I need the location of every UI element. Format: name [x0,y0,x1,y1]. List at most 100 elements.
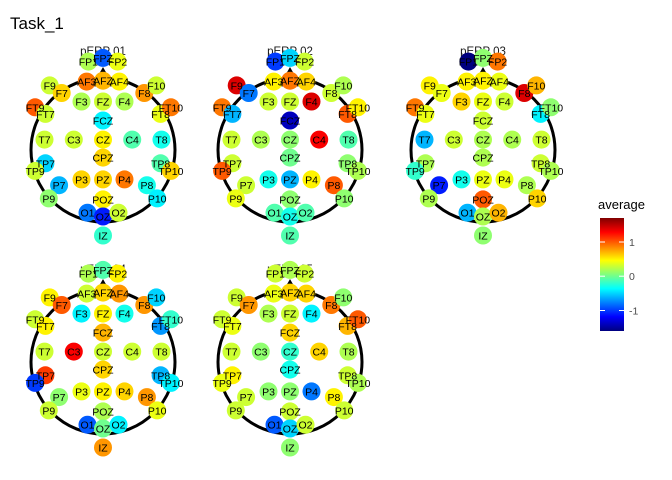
electrode-f10 [147,288,166,307]
electrode-label-f8: F8 [138,300,150,312]
electrode-label-f3: F3 [75,309,87,321]
electrode-label-poz: POZ [92,406,114,418]
electrode-pz [281,170,299,189]
electrode-ft10 [541,98,560,117]
electrode-c3 [251,342,270,361]
electrode-t8 [339,130,358,149]
electrode-label-af4: AF4 [490,77,509,89]
electrode-label-o1: O1 [267,420,281,432]
electrode-label-f10: F10 [334,292,352,304]
electrode-tp10 [348,161,367,180]
electrode-p7 [50,176,69,195]
electrode-label-f10: F10 [527,80,545,92]
electrode-label-o1: O1 [80,208,94,220]
electrode-label-ft9: FT9 [26,102,45,114]
electrode-label-ft7: FT7 [36,109,55,121]
electrode-f7 [432,84,451,102]
electrode-afz [474,71,492,90]
electrode-afz [281,283,299,302]
electrode-label-p9: P9 [422,193,435,205]
electrode-f3 [259,304,278,323]
electrode-label-t8: T8 [535,135,547,147]
electrode-label-ft9: FT9 [213,314,232,326]
electrode-label-p10: P10 [148,193,167,205]
electrode-t7 [222,130,241,149]
electrode-label-ft8: FT8 [151,109,170,121]
electrode-label-f3: F3 [262,309,274,321]
electrode-label-p7: P7 [53,180,66,192]
electrode-label-o2: O2 [298,208,312,220]
electrode-f4 [495,92,514,111]
electrode-p8 [137,176,156,195]
electrode-fp1 [266,264,285,283]
electrode-label-o2: O2 [111,208,125,220]
electrode-f3 [72,304,91,323]
electrode-label-poz: POZ [472,194,494,206]
electrode-af3 [457,72,476,91]
electrode-af4 [110,284,129,303]
electrode-label-f9: F9 [44,80,56,92]
electrode-af3 [264,72,283,91]
electrode-label-o1: O1 [267,208,281,220]
electrode-p4 [115,382,134,401]
electrode-label-t8: T8 [155,347,167,359]
electrode-label-tp10: TP10 [345,166,370,178]
electrode-fcz [94,111,112,130]
electrode-label-pz: PZ [96,174,110,186]
electrode-label-c3: C3 [254,347,268,359]
electrode-label-f7: F7 [56,88,68,100]
electrode-fpz [474,48,492,67]
electrode-f4 [115,92,134,111]
electrode-label-p7: P7 [53,392,66,404]
electrode-pz [281,382,299,401]
electrode-p7 [430,176,449,195]
electrode-label-cz: CZ [283,347,298,359]
electrode-oz [94,419,112,438]
electrode-label-fpz: FPZ [93,265,113,277]
electrode-label-f8: F8 [518,88,530,100]
electrode-ft10 [348,310,367,329]
electrode-label-afz: AFZ [93,76,113,88]
electrode-label-ft7: FT7 [36,321,55,333]
electrode-label-fz: FZ [97,97,110,109]
electrode-f7 [52,296,71,314]
electrode-p8 [137,388,156,407]
electrode-fz [94,92,112,111]
electrode-label-af3: AF3 [264,77,283,89]
electrode-label-t8: T8 [155,135,167,147]
electrode-label-fcz: FCZ [280,116,301,128]
electrode-c4 [503,130,522,149]
electrode-af3 [77,284,96,303]
electrode-fcz [281,111,299,130]
electrode-label-o1: O1 [80,420,94,432]
electrode-ft10 [161,98,180,117]
electrode-label-o2: O2 [491,208,505,220]
electrode-poz [94,190,112,209]
electrode-label-f4: F4 [305,97,317,109]
electrode-label-iz: IZ [98,231,108,243]
electrode-label-fp1: FP1 [459,57,478,69]
electrode-p9 [39,401,58,420]
electrode-label-afz: AFZ [473,76,493,88]
electrode-cpz [94,360,112,379]
electrode-label-f7: F7 [436,88,448,100]
electrode-oz [281,419,299,438]
electrode-oz [94,207,112,226]
electrode-fcz [94,323,112,342]
electrode-label-t8: T8 [342,135,354,147]
electrode-t8 [532,130,551,149]
electrode-label-af3: AF3 [77,289,96,301]
electrode-t7 [35,130,54,149]
electrode-ft10 [348,98,367,117]
electrode-p9 [39,189,58,208]
electrode-label-fz: FZ [477,97,490,109]
electrode-label-tp8: TP8 [151,370,170,382]
electrode-iz [94,226,112,245]
electrode-label-p4: P4 [498,174,511,186]
electrode-label-ft7: FT7 [416,109,435,121]
electrode-label-ft9: FT9 [26,314,45,326]
electrode-f3 [72,92,91,111]
electrode-c3 [251,130,270,149]
electrode-tp9 [213,161,232,180]
